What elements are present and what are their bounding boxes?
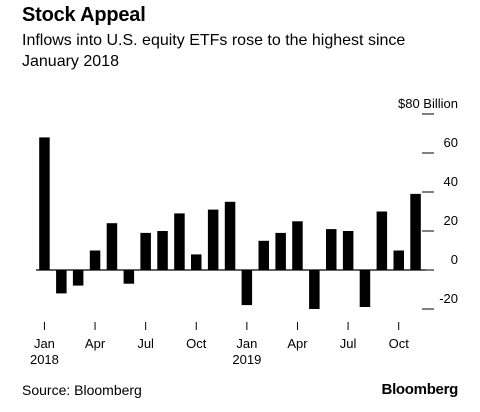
bar-17	[326, 229, 337, 270]
x-tick-label: Jul	[340, 336, 357, 351]
y-tick-label: 40	[444, 174, 458, 189]
x-tick-label: Jul	[137, 336, 154, 351]
bar-19	[359, 270, 371, 307]
source-note: Source: Bloomberg	[22, 382, 142, 398]
x-tick-label: Jan	[236, 336, 257, 351]
bar-3	[89, 250, 101, 270]
brand-logo: Bloomberg	[381, 381, 459, 398]
bar-13	[258, 240, 269, 271]
bar-12	[241, 270, 253, 306]
bar-15	[292, 221, 303, 271]
y-tick-label: 60	[444, 135, 458, 150]
bar-9	[191, 254, 202, 270]
x-tick-label: Jan	[34, 336, 55, 351]
bar-20	[376, 211, 388, 270]
y-tick-label: 0	[451, 252, 458, 267]
bar-1	[56, 270, 67, 294]
x-tick-year-label: 2018	[30, 352, 59, 367]
x-tick-label: Apr	[287, 336, 308, 351]
bar-21	[393, 250, 404, 270]
x-tick-label: Apr	[85, 336, 106, 351]
bar-8	[174, 213, 185, 270]
y-tick-label: 20	[444, 213, 458, 228]
x-tick-label: Oct	[186, 336, 207, 351]
bar-4	[106, 223, 118, 270]
bar-6	[140, 232, 151, 270]
x-tick-year-label: 2019	[232, 352, 261, 367]
bar-14	[275, 232, 286, 270]
bar-0	[39, 137, 50, 270]
chart-subtitle: Inflows into U.S. equity ETFs rose to th…	[22, 32, 406, 70]
bar-22	[410, 193, 421, 270]
bar-2	[72, 270, 84, 286]
bar-11	[224, 201, 236, 271]
bar-5	[123, 270, 135, 284]
bar-7	[157, 231, 168, 270]
x-tick-label: Oct	[389, 336, 410, 351]
bar-18	[342, 231, 354, 270]
chart-title: Stock Appeal	[22, 4, 146, 26]
y-unit-label: $80 Billion	[398, 96, 458, 111]
y-tick-label: -20	[439, 291, 458, 306]
bar-16	[309, 270, 320, 309]
bar-10	[207, 209, 219, 270]
